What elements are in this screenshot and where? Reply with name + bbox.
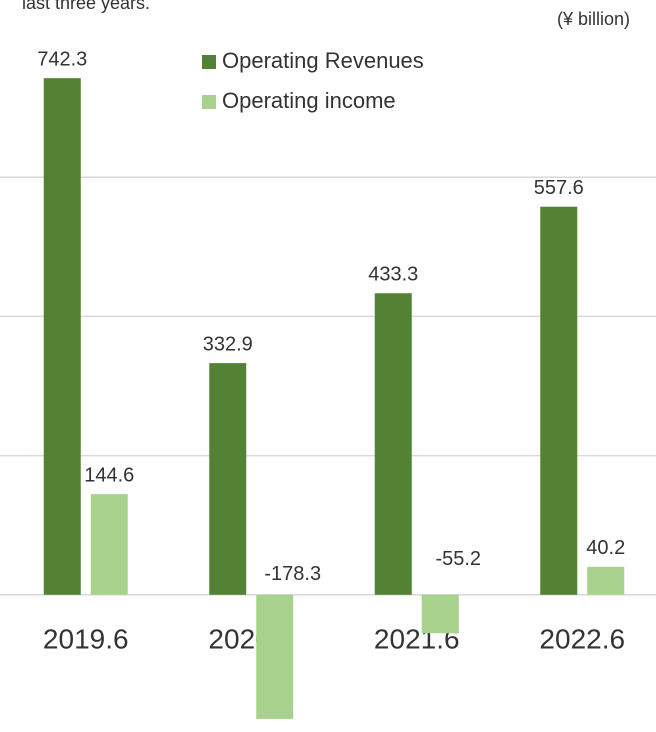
data-label: 332.9 [203,333,253,355]
bar [421,594,459,634]
data-label: 557.6 [534,177,584,199]
data-label: -178.3 [264,563,321,585]
data-label: 40.2 [586,537,625,559]
bar [43,78,81,595]
x-tick-label: 2022.6 [539,623,625,654]
bar [256,594,294,719]
legend-swatch [202,95,216,109]
x-tick-label: 2019.6 [43,623,129,654]
bar [209,363,247,595]
unit-label: (¥ billion) [557,9,630,29]
bar [90,494,128,595]
data-label: 742.3 [37,48,87,70]
bar [587,566,625,595]
legend-label: Operating income [222,88,396,113]
data-label: 144.6 [84,464,134,486]
bar [540,206,578,595]
legend-swatch [202,55,216,69]
bar [374,293,412,595]
data-label: 433.3 [368,264,418,286]
data-label: -55.2 [435,548,481,570]
legend-label: Operating Revenues [222,48,424,73]
caption: last three years. [22,0,150,13]
